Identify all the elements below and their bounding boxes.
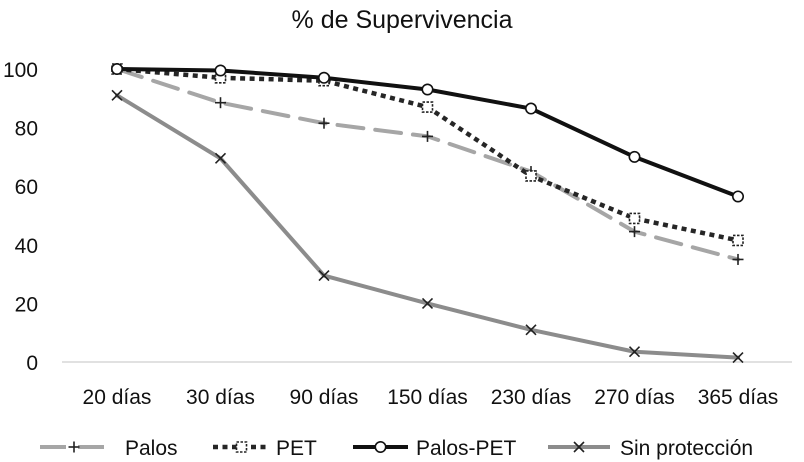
legend-item-palos-pet: Palos-PET — [353, 437, 517, 460]
plot-area — [111, 62, 744, 364]
x-axis-ticks: 20 días 30 días 90 días 150 días 230 días 270… — [83, 386, 779, 409]
data-point-sin-proteccion — [421, 297, 434, 309]
legend-label: Palos — [125, 437, 178, 460]
data-point-palos — [215, 97, 226, 109]
legend-item-sin-proteccion: Sin protección — [548, 437, 753, 460]
y-tick-label: 40 — [15, 235, 38, 258]
data-point-palos-pet — [524, 102, 537, 115]
data-point-pet — [732, 234, 744, 247]
legend: Palos PET Palos-PET Sin protección — [40, 437, 753, 460]
legend-item-pet: PET — [213, 437, 317, 460]
data-point-palos-pet — [731, 190, 744, 203]
data-point-palos-pet — [421, 83, 434, 96]
data-point-sin-proteccion — [732, 352, 744, 364]
series-palos-pet — [111, 62, 744, 203]
data-point-pet — [628, 212, 641, 225]
y-axis-ticks: 0 20 40 60 80 100 — [3, 59, 38, 375]
legend-marker — [68, 441, 80, 453]
data-point-sin-proteccion — [525, 324, 537, 336]
legend-label: Palos-PET — [416, 437, 517, 460]
data-point-pet — [421, 101, 434, 113]
data-point-sin-proteccion — [111, 89, 123, 101]
series-line-palos — [115, 67, 740, 262]
chart-title: % de Supervivencia — [292, 6, 513, 34]
y-tick-label: 80 — [15, 118, 38, 141]
x-tick-label: 20 días — [83, 386, 152, 409]
series-sin-proteccion — [111, 89, 744, 364]
x-tick-label: 270 días — [594, 386, 675, 409]
data-point-palos — [318, 117, 330, 129]
data-point-palos-pet — [317, 71, 330, 84]
legend-marker — [573, 441, 585, 453]
data-point-palos-pet — [214, 64, 227, 77]
data-point-sin-proteccion — [628, 346, 641, 358]
y-tick-label: 20 — [15, 293, 38, 316]
legend-label: Sin protección — [620, 437, 753, 460]
data-point-palos-pet — [628, 150, 641, 163]
legend-marker — [235, 441, 248, 453]
x-tick-label: 90 días — [290, 386, 359, 409]
y-tick-label: 60 — [15, 176, 38, 199]
x-tick-label: 230 días — [491, 386, 572, 409]
legend-marker — [374, 440, 387, 453]
data-point-pet — [525, 170, 537, 182]
x-tick-label: 365 días — [698, 386, 779, 409]
data-point-sin-proteccion — [318, 269, 330, 282]
x-tick-label: 150 días — [387, 386, 468, 409]
data-point-palos — [732, 253, 744, 265]
y-tick-label: 100 — [3, 59, 38, 82]
data-point-palos — [422, 130, 433, 142]
data-point-sin-proteccion — [214, 152, 227, 164]
legend-item-palos: Palos — [40, 437, 178, 460]
x-tick-label: 30 días — [186, 386, 255, 409]
data-point-palos — [629, 226, 640, 238]
data-point-palos-pet — [111, 62, 124, 75]
legend-label: PET — [276, 437, 317, 460]
y-tick-label: 0 — [26, 352, 38, 375]
